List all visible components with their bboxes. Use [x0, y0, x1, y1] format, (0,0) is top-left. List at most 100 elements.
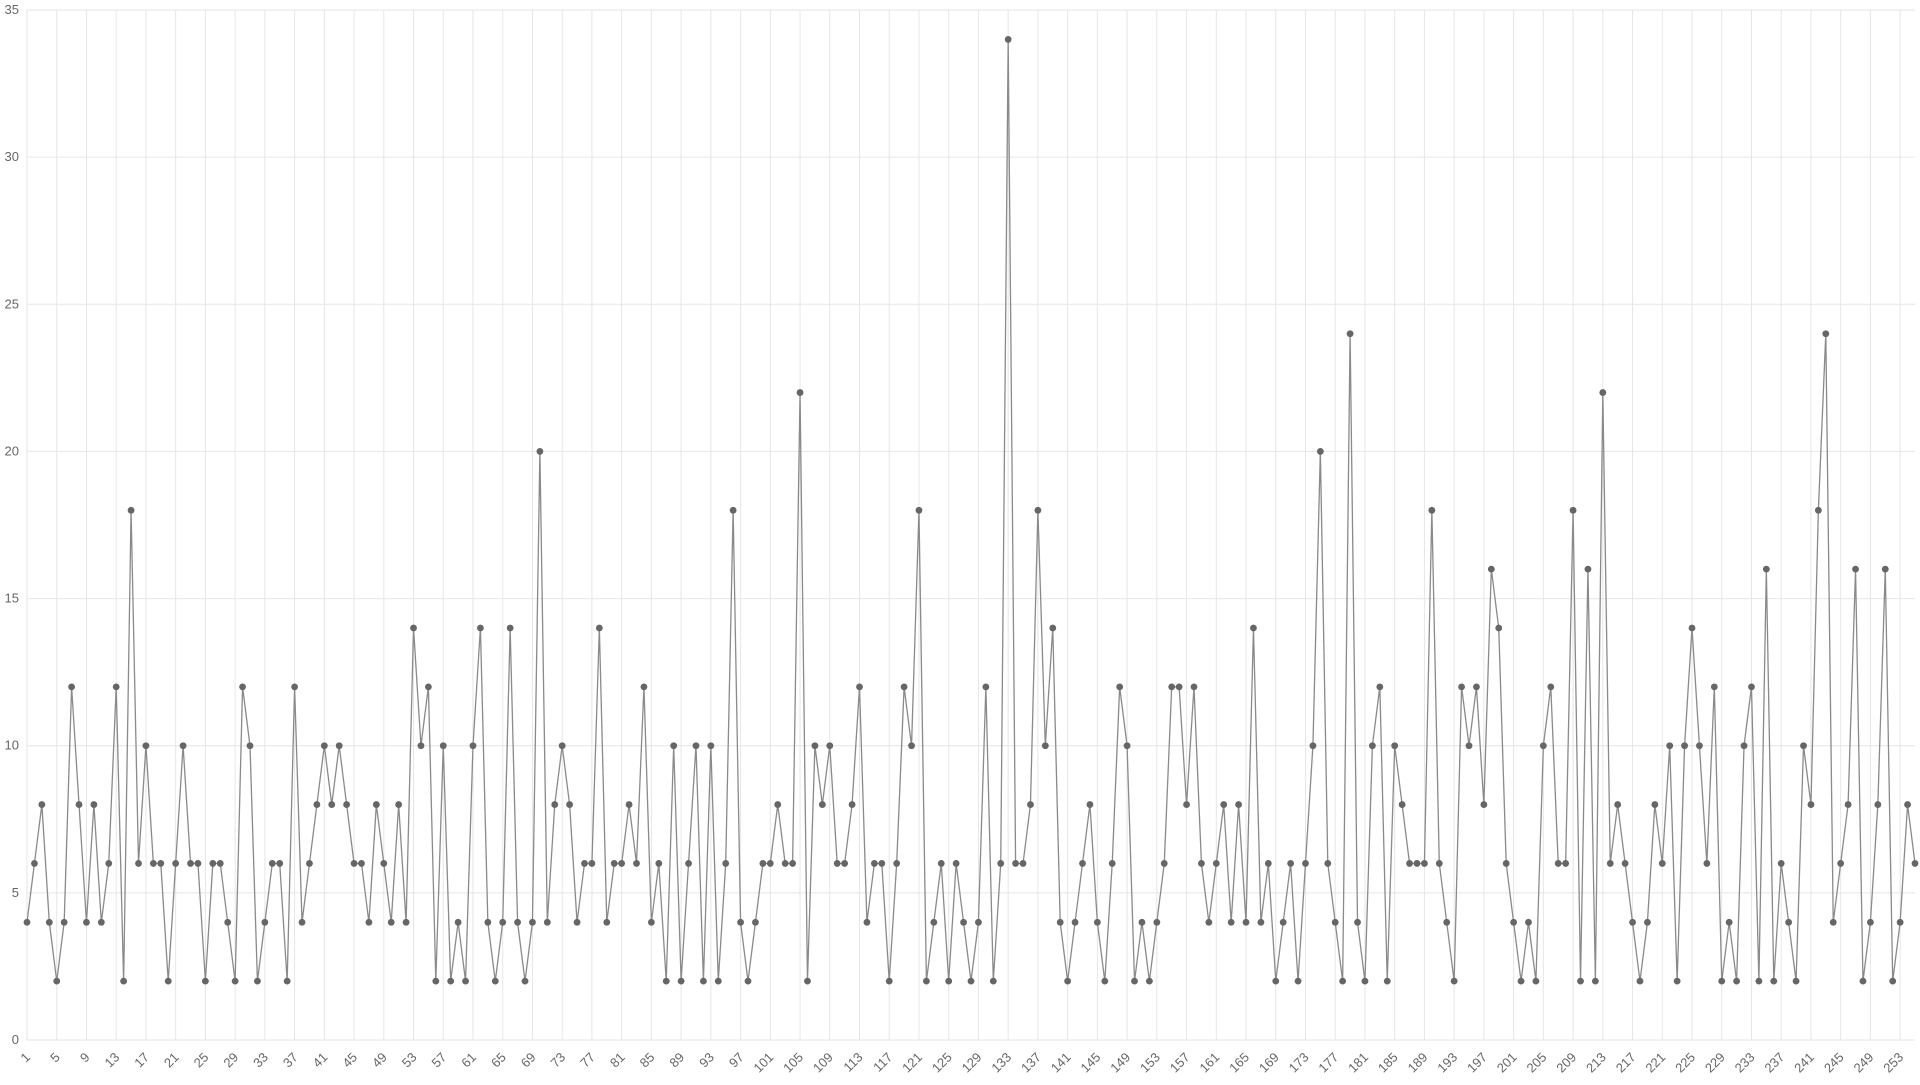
data-point [60, 918, 68, 926]
data-point [1547, 683, 1555, 691]
x-tick-label: 41 [310, 1050, 331, 1071]
x-tick-label: 129 [959, 1050, 985, 1076]
data-point [1242, 918, 1250, 926]
data-point [1205, 918, 1213, 926]
x-tick-label: 233 [1732, 1050, 1758, 1076]
x-tick-label: 105 [780, 1050, 806, 1076]
x-tick-label: 185 [1375, 1050, 1401, 1076]
data-point [1443, 918, 1451, 926]
data-point [1346, 330, 1354, 338]
data-point [1391, 742, 1399, 750]
data-point [1874, 801, 1882, 808]
data-point [1473, 683, 1480, 691]
data-point [826, 742, 834, 750]
data-point [387, 918, 395, 926]
data-point [201, 977, 209, 985]
data-point [737, 918, 744, 926]
data-point [1019, 860, 1027, 867]
data-point [1785, 918, 1793, 926]
data-point [1413, 860, 1421, 867]
data-point [320, 742, 328, 750]
x-tick-label: 181 [1345, 1050, 1371, 1076]
data-point [796, 389, 804, 396]
data-point [1071, 918, 1079, 926]
data-point [1517, 977, 1525, 985]
data-point [1800, 742, 1807, 750]
data-point [395, 801, 403, 808]
data-point [1450, 977, 1458, 985]
data-point [967, 977, 975, 985]
x-tick-label: 73 [547, 1050, 568, 1071]
data-point [112, 683, 120, 691]
x-tick-label: 17 [131, 1050, 152, 1071]
data-point [692, 742, 700, 750]
data-point [1108, 860, 1116, 867]
data-point [358, 860, 365, 867]
data-point [1168, 683, 1176, 691]
x-tick-label: 85 [637, 1050, 658, 1071]
data-point [254, 977, 261, 985]
data-point [135, 860, 142, 867]
data-point [1822, 330, 1830, 338]
data-point [313, 801, 321, 808]
data-point [164, 977, 172, 985]
data-point [870, 860, 878, 867]
data-point [1331, 918, 1339, 926]
data-point [915, 506, 923, 514]
data-point [120, 977, 128, 985]
data-point [670, 742, 678, 750]
grid-lines [26, 9, 1915, 1041]
data-point [662, 977, 670, 985]
data-point [781, 860, 789, 867]
data-point [1495, 624, 1503, 632]
data-point [543, 918, 551, 926]
data-point [1770, 977, 1778, 985]
data-point [1398, 801, 1406, 808]
data-point [1852, 565, 1859, 573]
data-point [573, 918, 581, 926]
data-point [856, 683, 863, 691]
data-point [1131, 977, 1138, 985]
data-point [1614, 801, 1622, 808]
data-point [529, 918, 536, 926]
data-point [1079, 860, 1086, 867]
data-point [1606, 860, 1614, 867]
data-point [900, 683, 908, 691]
x-tick-label: 49 [369, 1050, 390, 1071]
data-point [1807, 801, 1815, 808]
x-tick-label: 137 [1018, 1050, 1044, 1076]
x-tick-label: 213 [1583, 1050, 1609, 1076]
data-point [878, 860, 886, 867]
data-point [365, 918, 373, 926]
data-point [291, 683, 298, 691]
data-point [766, 860, 774, 867]
data-point [930, 918, 938, 926]
data-point [1748, 683, 1755, 691]
data-point [558, 742, 566, 750]
x-tick-label: 209 [1553, 1050, 1579, 1076]
data-point [1740, 742, 1748, 750]
data-point [484, 918, 492, 926]
data-point [789, 860, 797, 867]
data-point [610, 860, 618, 867]
data-point [1636, 977, 1644, 985]
data-point [729, 506, 737, 514]
data-point [863, 918, 871, 926]
data-point [1093, 918, 1101, 926]
data-point [261, 918, 269, 926]
y-tick-label: 30 [5, 149, 19, 164]
data-point [1004, 36, 1012, 43]
x-tick-label: 133 [988, 1050, 1014, 1076]
y-tick-label: 20 [5, 443, 19, 458]
data-point [833, 860, 841, 867]
y-tick-label: 15 [5, 591, 19, 606]
data-point [989, 977, 997, 985]
data-point [1227, 918, 1235, 926]
data-point [1867, 918, 1874, 926]
data-point [521, 977, 529, 985]
data-point [506, 624, 514, 632]
data-point [231, 977, 239, 985]
x-tick-label: 45 [339, 1050, 360, 1071]
